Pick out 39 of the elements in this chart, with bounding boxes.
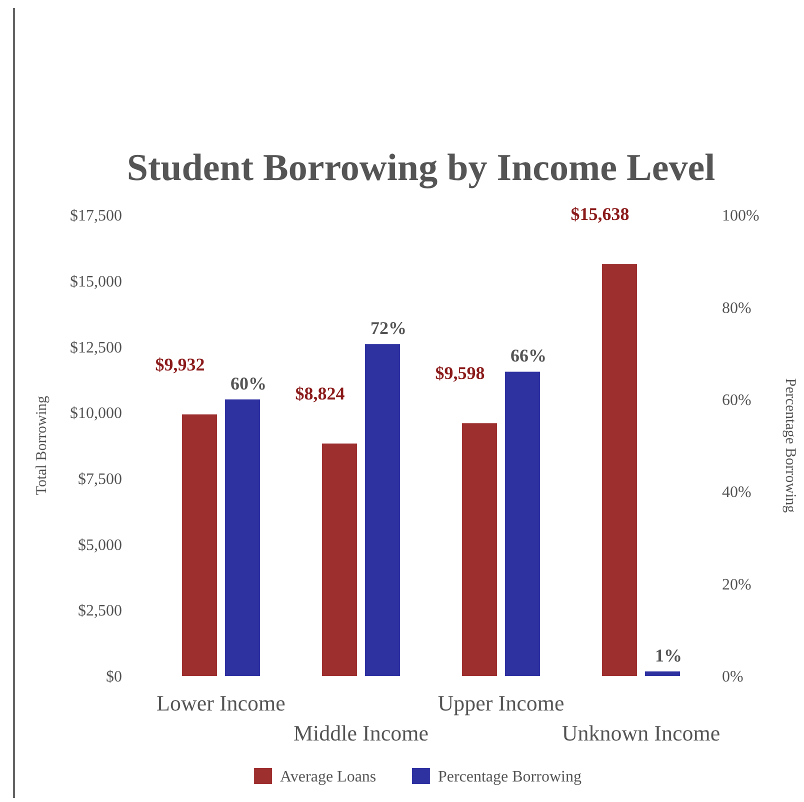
bar <box>505 372 540 676</box>
y2-tick-label: 100% <box>722 208 760 225</box>
y-tick-label: $15,000 <box>70 273 122 290</box>
data-label: $8,824 <box>295 384 345 404</box>
x-tick-label: Unknown Income <box>562 720 720 746</box>
y-tick-label: $0 <box>106 668 122 686</box>
data-label: 66% <box>510 346 546 366</box>
y2-tick-label: 80% <box>722 300 752 317</box>
data-label: 1% <box>655 645 682 666</box>
bar <box>462 423 497 676</box>
y-tick-label: $5,000 <box>78 536 122 554</box>
y-tick-label: $7,500 <box>78 471 122 488</box>
bar <box>645 671 680 676</box>
chart-title: Student Borrowing by Income Level <box>126 147 716 189</box>
bar <box>225 399 260 676</box>
data-label: $15,638 <box>570 204 630 224</box>
bar <box>602 264 637 676</box>
bar <box>182 414 217 676</box>
y2-tick-label: 20% <box>722 576 752 594</box>
y-tick-label: $2,500 <box>78 602 122 620</box>
data-label: $9,598 <box>435 363 485 384</box>
data-label: 60% <box>230 373 266 394</box>
y-axis-title: Total Borrowing <box>34 395 50 496</box>
bar <box>365 344 400 676</box>
bar <box>322 444 357 676</box>
x-tick-label: Lower Income <box>156 690 286 716</box>
x-tick-label: Middle Income <box>293 720 429 746</box>
y2-tick-label: 40% <box>722 484 752 502</box>
y2-tick-label: 60% <box>722 392 752 409</box>
y2-axis-title: Percentage Borrowing <box>782 378 798 514</box>
y-tick-label: $10,000 <box>70 405 122 422</box>
x-tick-label: Upper Income <box>438 690 564 716</box>
legend-label: Percentage Borrowing <box>438 768 582 786</box>
y2-tick-label: 0% <box>722 668 744 686</box>
data-label: $9,932 <box>155 354 205 374</box>
data-label: 72% <box>370 318 406 338</box>
y-tick-label: $12,500 <box>70 339 122 356</box>
y-tick-label: $17,500 <box>70 208 122 225</box>
legend-label: Average Loans <box>280 768 376 786</box>
